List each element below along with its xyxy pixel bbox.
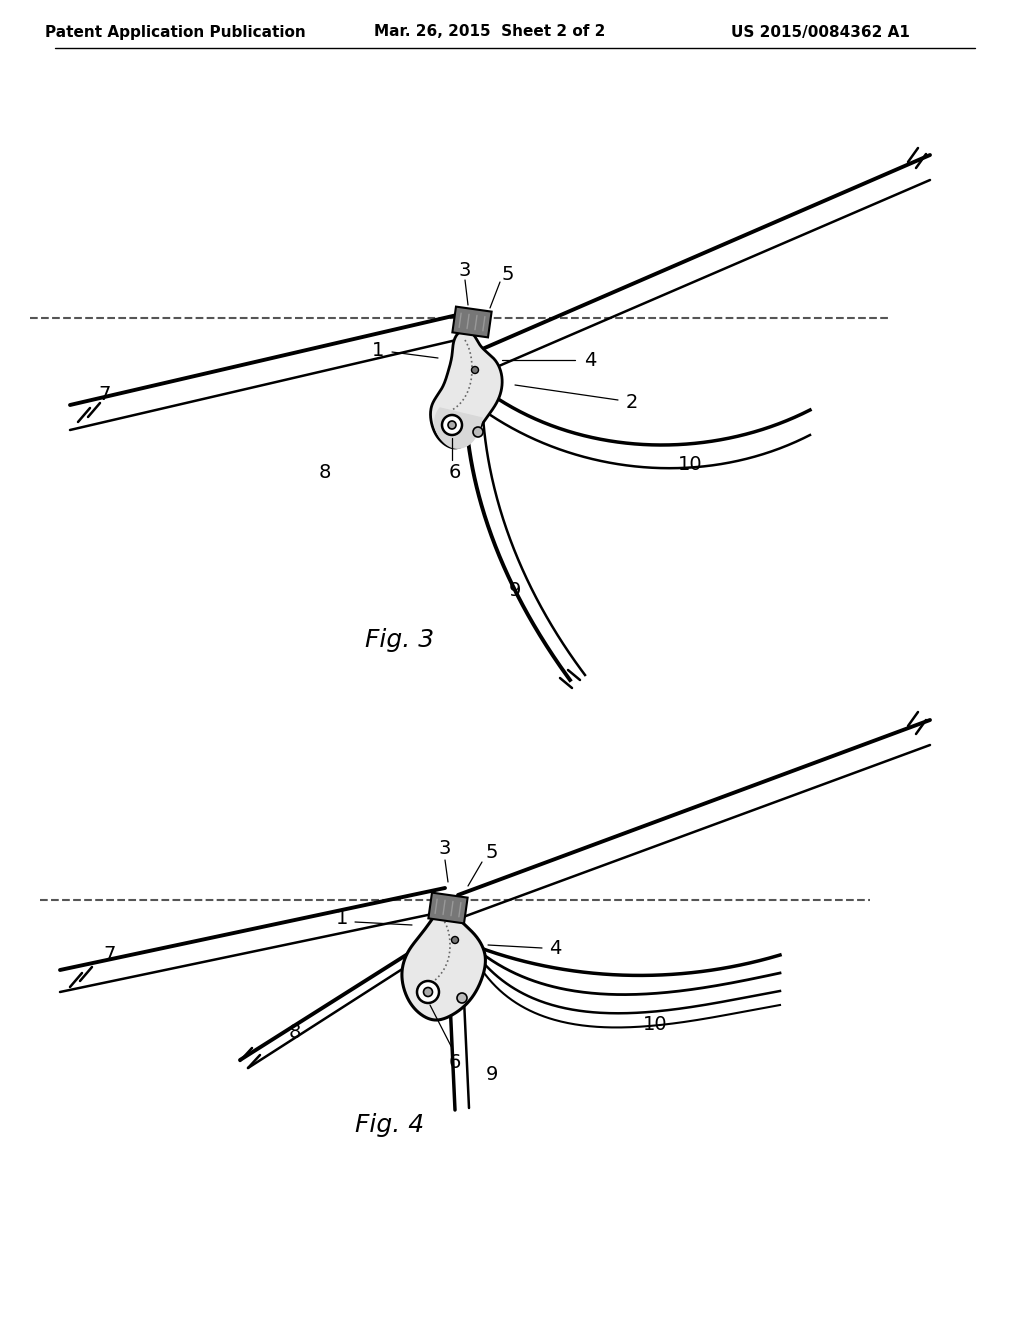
Text: Patent Application Publication: Patent Application Publication xyxy=(45,25,305,40)
Text: 7: 7 xyxy=(98,385,112,404)
FancyArrowPatch shape xyxy=(475,315,477,330)
Circle shape xyxy=(424,987,432,997)
Text: 1: 1 xyxy=(336,908,348,928)
Text: 2: 2 xyxy=(626,393,638,412)
FancyBboxPatch shape xyxy=(453,306,492,338)
Circle shape xyxy=(442,414,462,436)
Text: 9: 9 xyxy=(485,1065,499,1085)
Text: 9: 9 xyxy=(509,581,521,599)
FancyBboxPatch shape xyxy=(428,892,468,924)
Text: 5: 5 xyxy=(502,265,514,285)
Text: Fig. 4: Fig. 4 xyxy=(355,1113,425,1137)
Circle shape xyxy=(471,367,478,374)
Polygon shape xyxy=(401,909,485,1020)
Text: 10: 10 xyxy=(643,1015,668,1035)
Text: 4: 4 xyxy=(584,351,596,370)
FancyArrowPatch shape xyxy=(459,903,461,917)
Text: 10: 10 xyxy=(678,455,702,474)
Text: Mar. 26, 2015  Sheet 2 of 2: Mar. 26, 2015 Sheet 2 of 2 xyxy=(375,25,605,40)
Circle shape xyxy=(452,936,459,944)
FancyArrowPatch shape xyxy=(443,900,445,915)
FancyArrowPatch shape xyxy=(459,313,461,327)
Text: US 2015/0084362 A1: US 2015/0084362 A1 xyxy=(730,25,909,40)
FancyArrowPatch shape xyxy=(483,317,485,331)
Circle shape xyxy=(473,426,483,437)
Text: Fig. 3: Fig. 3 xyxy=(366,628,434,652)
Text: 4: 4 xyxy=(549,939,561,957)
Text: 8: 8 xyxy=(289,1023,301,1041)
Circle shape xyxy=(449,421,456,429)
Text: 3: 3 xyxy=(439,838,452,858)
Text: 6: 6 xyxy=(449,462,461,482)
Text: 6: 6 xyxy=(449,1052,461,1072)
Text: 1: 1 xyxy=(372,341,384,359)
FancyArrowPatch shape xyxy=(451,902,453,916)
Polygon shape xyxy=(430,331,502,447)
Text: 3: 3 xyxy=(459,260,471,280)
Text: 8: 8 xyxy=(318,462,331,482)
Text: 7: 7 xyxy=(103,945,116,965)
FancyArrowPatch shape xyxy=(467,314,469,329)
Polygon shape xyxy=(435,408,482,449)
Circle shape xyxy=(417,981,439,1003)
FancyArrowPatch shape xyxy=(435,899,437,913)
Circle shape xyxy=(457,993,467,1003)
Text: 5: 5 xyxy=(485,842,499,862)
